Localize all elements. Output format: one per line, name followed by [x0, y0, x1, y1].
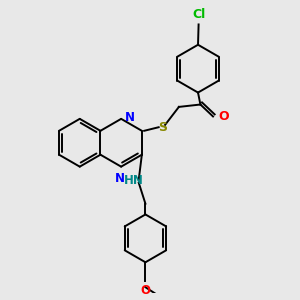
Text: O: O [140, 284, 150, 297]
Text: Cl: Cl [192, 8, 205, 21]
Text: O: O [218, 110, 229, 123]
Text: N: N [125, 111, 135, 124]
Text: N: N [115, 172, 125, 185]
Text: HN: HN [124, 175, 143, 188]
Text: S: S [158, 121, 167, 134]
